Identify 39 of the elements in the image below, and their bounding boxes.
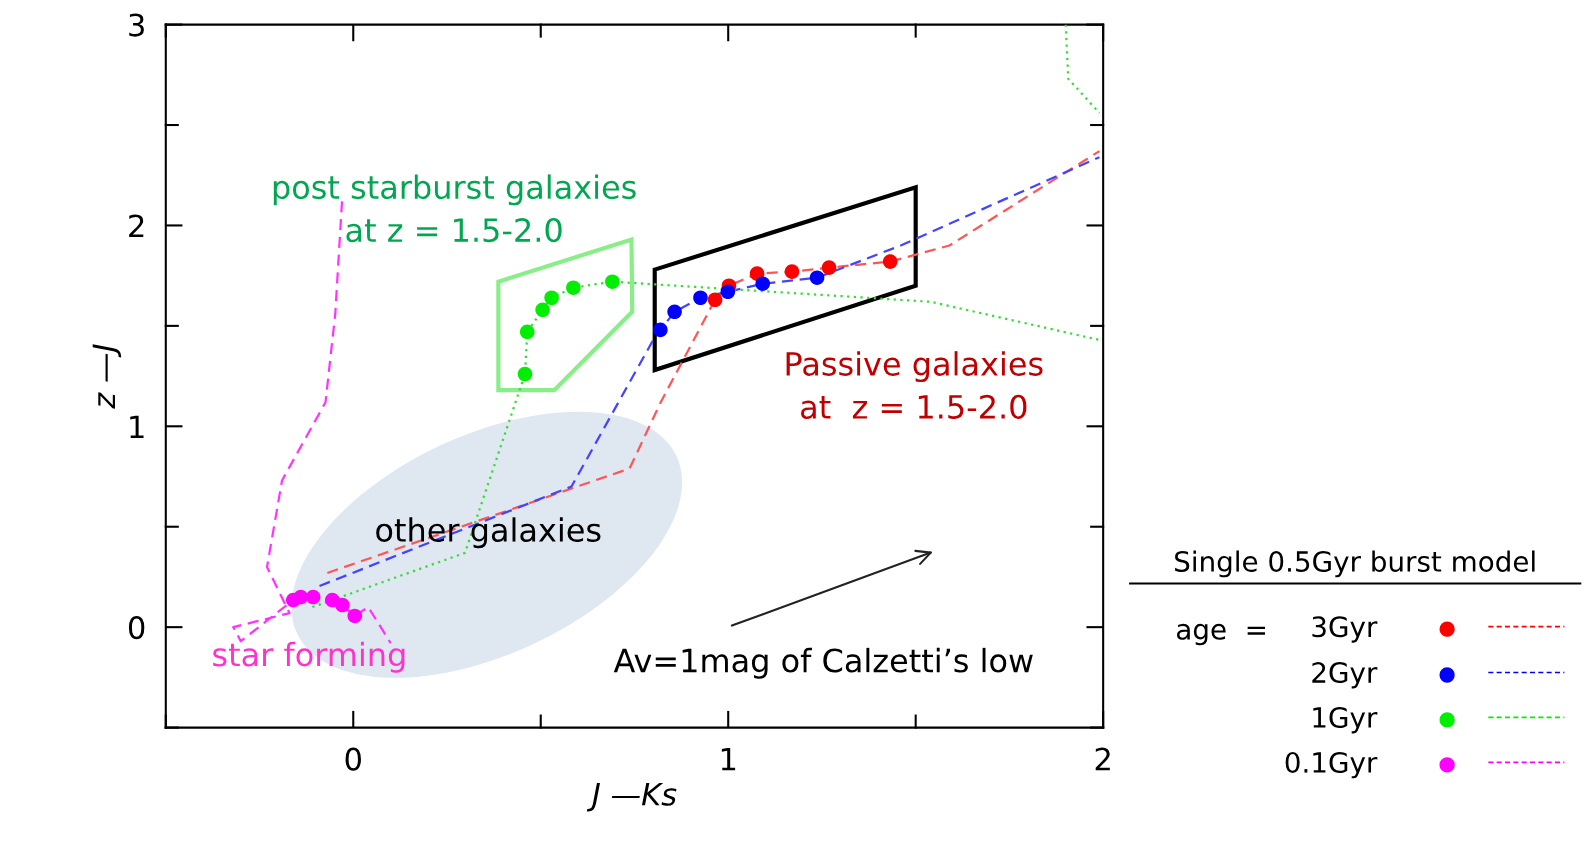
legend-label: 2Gyr xyxy=(1312,662,1378,689)
annotation: post starburst galaxies at z = 1.5-2.0 xyxy=(273,174,636,243)
legend-label: 0.1Gyr xyxy=(1285,751,1378,779)
point xyxy=(544,290,559,306)
point xyxy=(605,274,620,289)
legend-title: Single 0.5Gyr burst model xyxy=(1175,550,1535,578)
point xyxy=(809,270,825,285)
legend-label: 3Gyr xyxy=(1312,616,1378,643)
point xyxy=(335,597,350,613)
x-axis-title: J —Ks xyxy=(586,783,677,812)
point xyxy=(535,302,550,318)
y-axis-title: z —J xyxy=(92,344,122,409)
point xyxy=(821,260,837,275)
point xyxy=(720,284,736,300)
text: age = xyxy=(1176,623,1266,646)
x-tick-label: 0 xyxy=(345,747,361,771)
x-tick-label: 2 xyxy=(1095,747,1110,771)
annotation: star forming xyxy=(213,641,405,673)
annotation: Passive galaxies at z = 1.5-2.0 xyxy=(786,351,1043,419)
point xyxy=(693,290,708,306)
y-tick-label: 2 xyxy=(129,214,144,238)
point xyxy=(566,280,581,295)
point xyxy=(784,264,800,279)
point xyxy=(882,254,898,269)
x-tick-label: 1 xyxy=(721,747,736,771)
annotation: other galaxies xyxy=(376,517,601,549)
y-tick-label: 0 xyxy=(128,616,145,640)
point xyxy=(517,366,533,382)
point xyxy=(755,276,770,291)
legend-label: 1Gyr xyxy=(1313,707,1378,734)
point xyxy=(667,304,682,320)
y-tick-label: 1 xyxy=(130,415,144,438)
annotation: Av=1mag of Calzetti’s low xyxy=(613,647,1033,679)
y-tick-label: 3 xyxy=(129,13,144,37)
point xyxy=(519,324,535,340)
point xyxy=(653,322,668,338)
point xyxy=(347,608,363,624)
point xyxy=(707,292,723,308)
point xyxy=(305,589,321,605)
